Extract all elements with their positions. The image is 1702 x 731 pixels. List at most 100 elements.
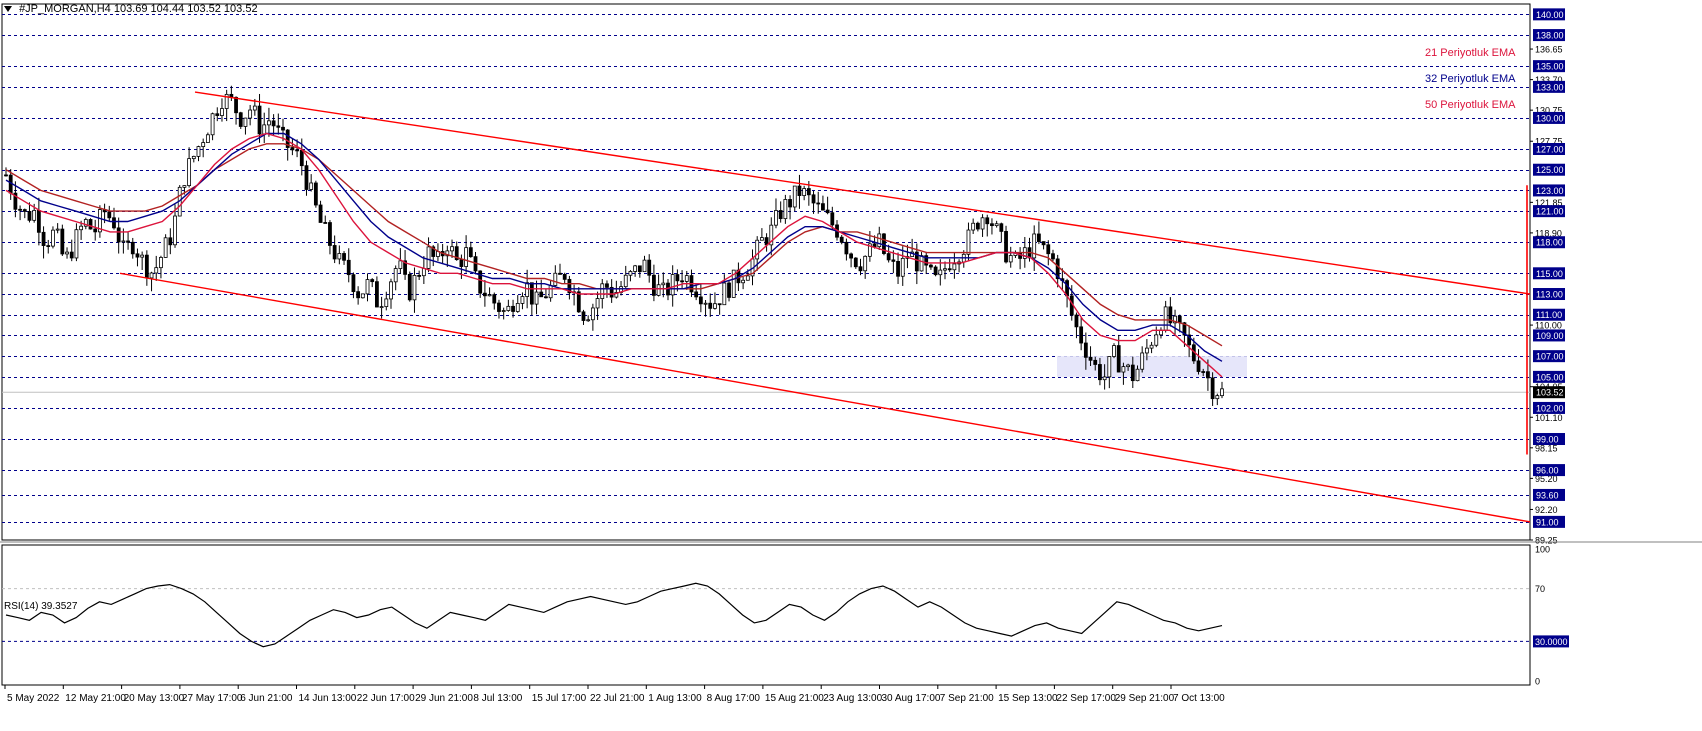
candle-body bbox=[1008, 255, 1013, 263]
candle-body bbox=[107, 211, 112, 219]
candle-body bbox=[276, 125, 281, 128]
price-tick-label: 110.00 bbox=[1535, 321, 1562, 331]
candle-body bbox=[126, 240, 130, 243]
price-level-label: 109.00 bbox=[1536, 331, 1564, 341]
candle-body bbox=[506, 305, 511, 311]
candle-body bbox=[844, 241, 849, 255]
candle-body bbox=[623, 274, 628, 288]
candle-body bbox=[271, 120, 276, 127]
price-level-box bbox=[1533, 350, 1565, 363]
price-level-box bbox=[1533, 236, 1565, 249]
time-tick-label: 6 Jun 21:00 bbox=[240, 693, 293, 704]
candle-body bbox=[27, 211, 32, 221]
candle-body bbox=[464, 247, 469, 267]
candle-body bbox=[938, 269, 943, 276]
candle-body bbox=[924, 255, 929, 266]
candle-body bbox=[1187, 334, 1192, 346]
price-level-label: 102.00 bbox=[1536, 403, 1564, 413]
candle-body bbox=[328, 222, 332, 246]
candle-body bbox=[952, 263, 957, 271]
candle-body bbox=[811, 194, 816, 204]
candle-body bbox=[1154, 334, 1159, 346]
candle-body bbox=[337, 253, 342, 260]
price-tick-label: 118.90 bbox=[1535, 228, 1562, 238]
candle-body bbox=[426, 246, 431, 269]
candle-body bbox=[224, 93, 229, 109]
candle-body bbox=[285, 129, 290, 148]
collapse-triangle-icon[interactable] bbox=[4, 6, 12, 12]
candle-body bbox=[154, 267, 159, 274]
price-level-box bbox=[1533, 329, 1565, 342]
candle-body bbox=[755, 239, 760, 260]
candle-body bbox=[1036, 233, 1041, 242]
candle-body bbox=[1046, 244, 1051, 255]
candle-body bbox=[215, 113, 220, 116]
candle-body bbox=[290, 147, 295, 151]
candle-body bbox=[1074, 314, 1079, 328]
candle-body bbox=[205, 134, 210, 143]
candle-body bbox=[769, 224, 774, 246]
candle-body bbox=[614, 292, 619, 298]
candle-body bbox=[18, 208, 22, 211]
candle-body bbox=[69, 251, 74, 259]
candle-body bbox=[431, 246, 436, 257]
price-level-box bbox=[1533, 184, 1565, 197]
price-tick-label: 95.20 bbox=[1535, 474, 1558, 484]
candle-body bbox=[914, 251, 919, 272]
price-tick-label: 92.20 bbox=[1535, 505, 1558, 515]
price-level-label: 99.00 bbox=[1536, 435, 1559, 445]
ohlc-values: 103.69 104.44 103.52 103.52 bbox=[113, 3, 258, 15]
time-tick-label: 8 Jul 13:00 bbox=[473, 693, 522, 704]
price-level-box bbox=[1533, 143, 1565, 156]
candle-body bbox=[421, 268, 426, 277]
candle-body bbox=[966, 229, 971, 255]
candle-body bbox=[933, 266, 938, 276]
candle-body bbox=[459, 259, 464, 267]
rsi-label: RSI(14) 39.3527 bbox=[4, 601, 78, 612]
candle-body bbox=[1210, 377, 1215, 400]
candle-body bbox=[97, 209, 102, 233]
candle-body bbox=[647, 259, 652, 276]
price-level-box bbox=[1533, 370, 1565, 383]
candle-body bbox=[877, 233, 882, 248]
candle-body bbox=[295, 149, 299, 152]
candle-body bbox=[356, 291, 361, 299]
candle-body bbox=[1173, 315, 1177, 324]
candle-body bbox=[929, 264, 933, 268]
candle-body bbox=[83, 219, 88, 227]
candle-body bbox=[544, 296, 548, 299]
candle-body bbox=[586, 319, 591, 322]
candle-body bbox=[1121, 366, 1126, 373]
time-tick-label: 22 Jun 17:00 bbox=[357, 693, 415, 704]
candle-body bbox=[182, 185, 187, 188]
candle-body bbox=[360, 293, 365, 299]
candle-body bbox=[1098, 364, 1102, 381]
candle-body bbox=[168, 237, 173, 246]
candle-body bbox=[802, 188, 807, 196]
channel-upper-line bbox=[194, 91, 1531, 295]
price-tick-label: 136.65 bbox=[1535, 45, 1563, 55]
candle-body bbox=[867, 243, 872, 257]
candle-body bbox=[130, 241, 135, 255]
candle-body bbox=[553, 272, 558, 286]
candle-body bbox=[309, 182, 314, 190]
price-tick-label: 98.15 bbox=[1535, 443, 1558, 453]
candle-body bbox=[703, 302, 708, 305]
candle-body bbox=[825, 209, 830, 214]
candle-body bbox=[51, 229, 55, 247]
price-level-box bbox=[1533, 464, 1565, 477]
candle-body bbox=[863, 255, 868, 272]
price-level-box bbox=[1533, 515, 1565, 528]
price-level-label: 111.00 bbox=[1536, 310, 1562, 320]
candle-body bbox=[980, 217, 985, 230]
price-level-label: 133.00 bbox=[1536, 82, 1564, 92]
time-tick-label: 30 Aug 17:00 bbox=[882, 693, 941, 704]
candle-body bbox=[511, 305, 515, 312]
price-level-box bbox=[1533, 29, 1565, 42]
legend-ema32: 32 Periyotluk EMA bbox=[1425, 73, 1516, 85]
candle-body bbox=[1182, 322, 1187, 336]
price-level-box bbox=[1533, 433, 1565, 446]
current-price-label: 103.52 bbox=[1536, 388, 1564, 398]
candle-body bbox=[267, 120, 271, 126]
